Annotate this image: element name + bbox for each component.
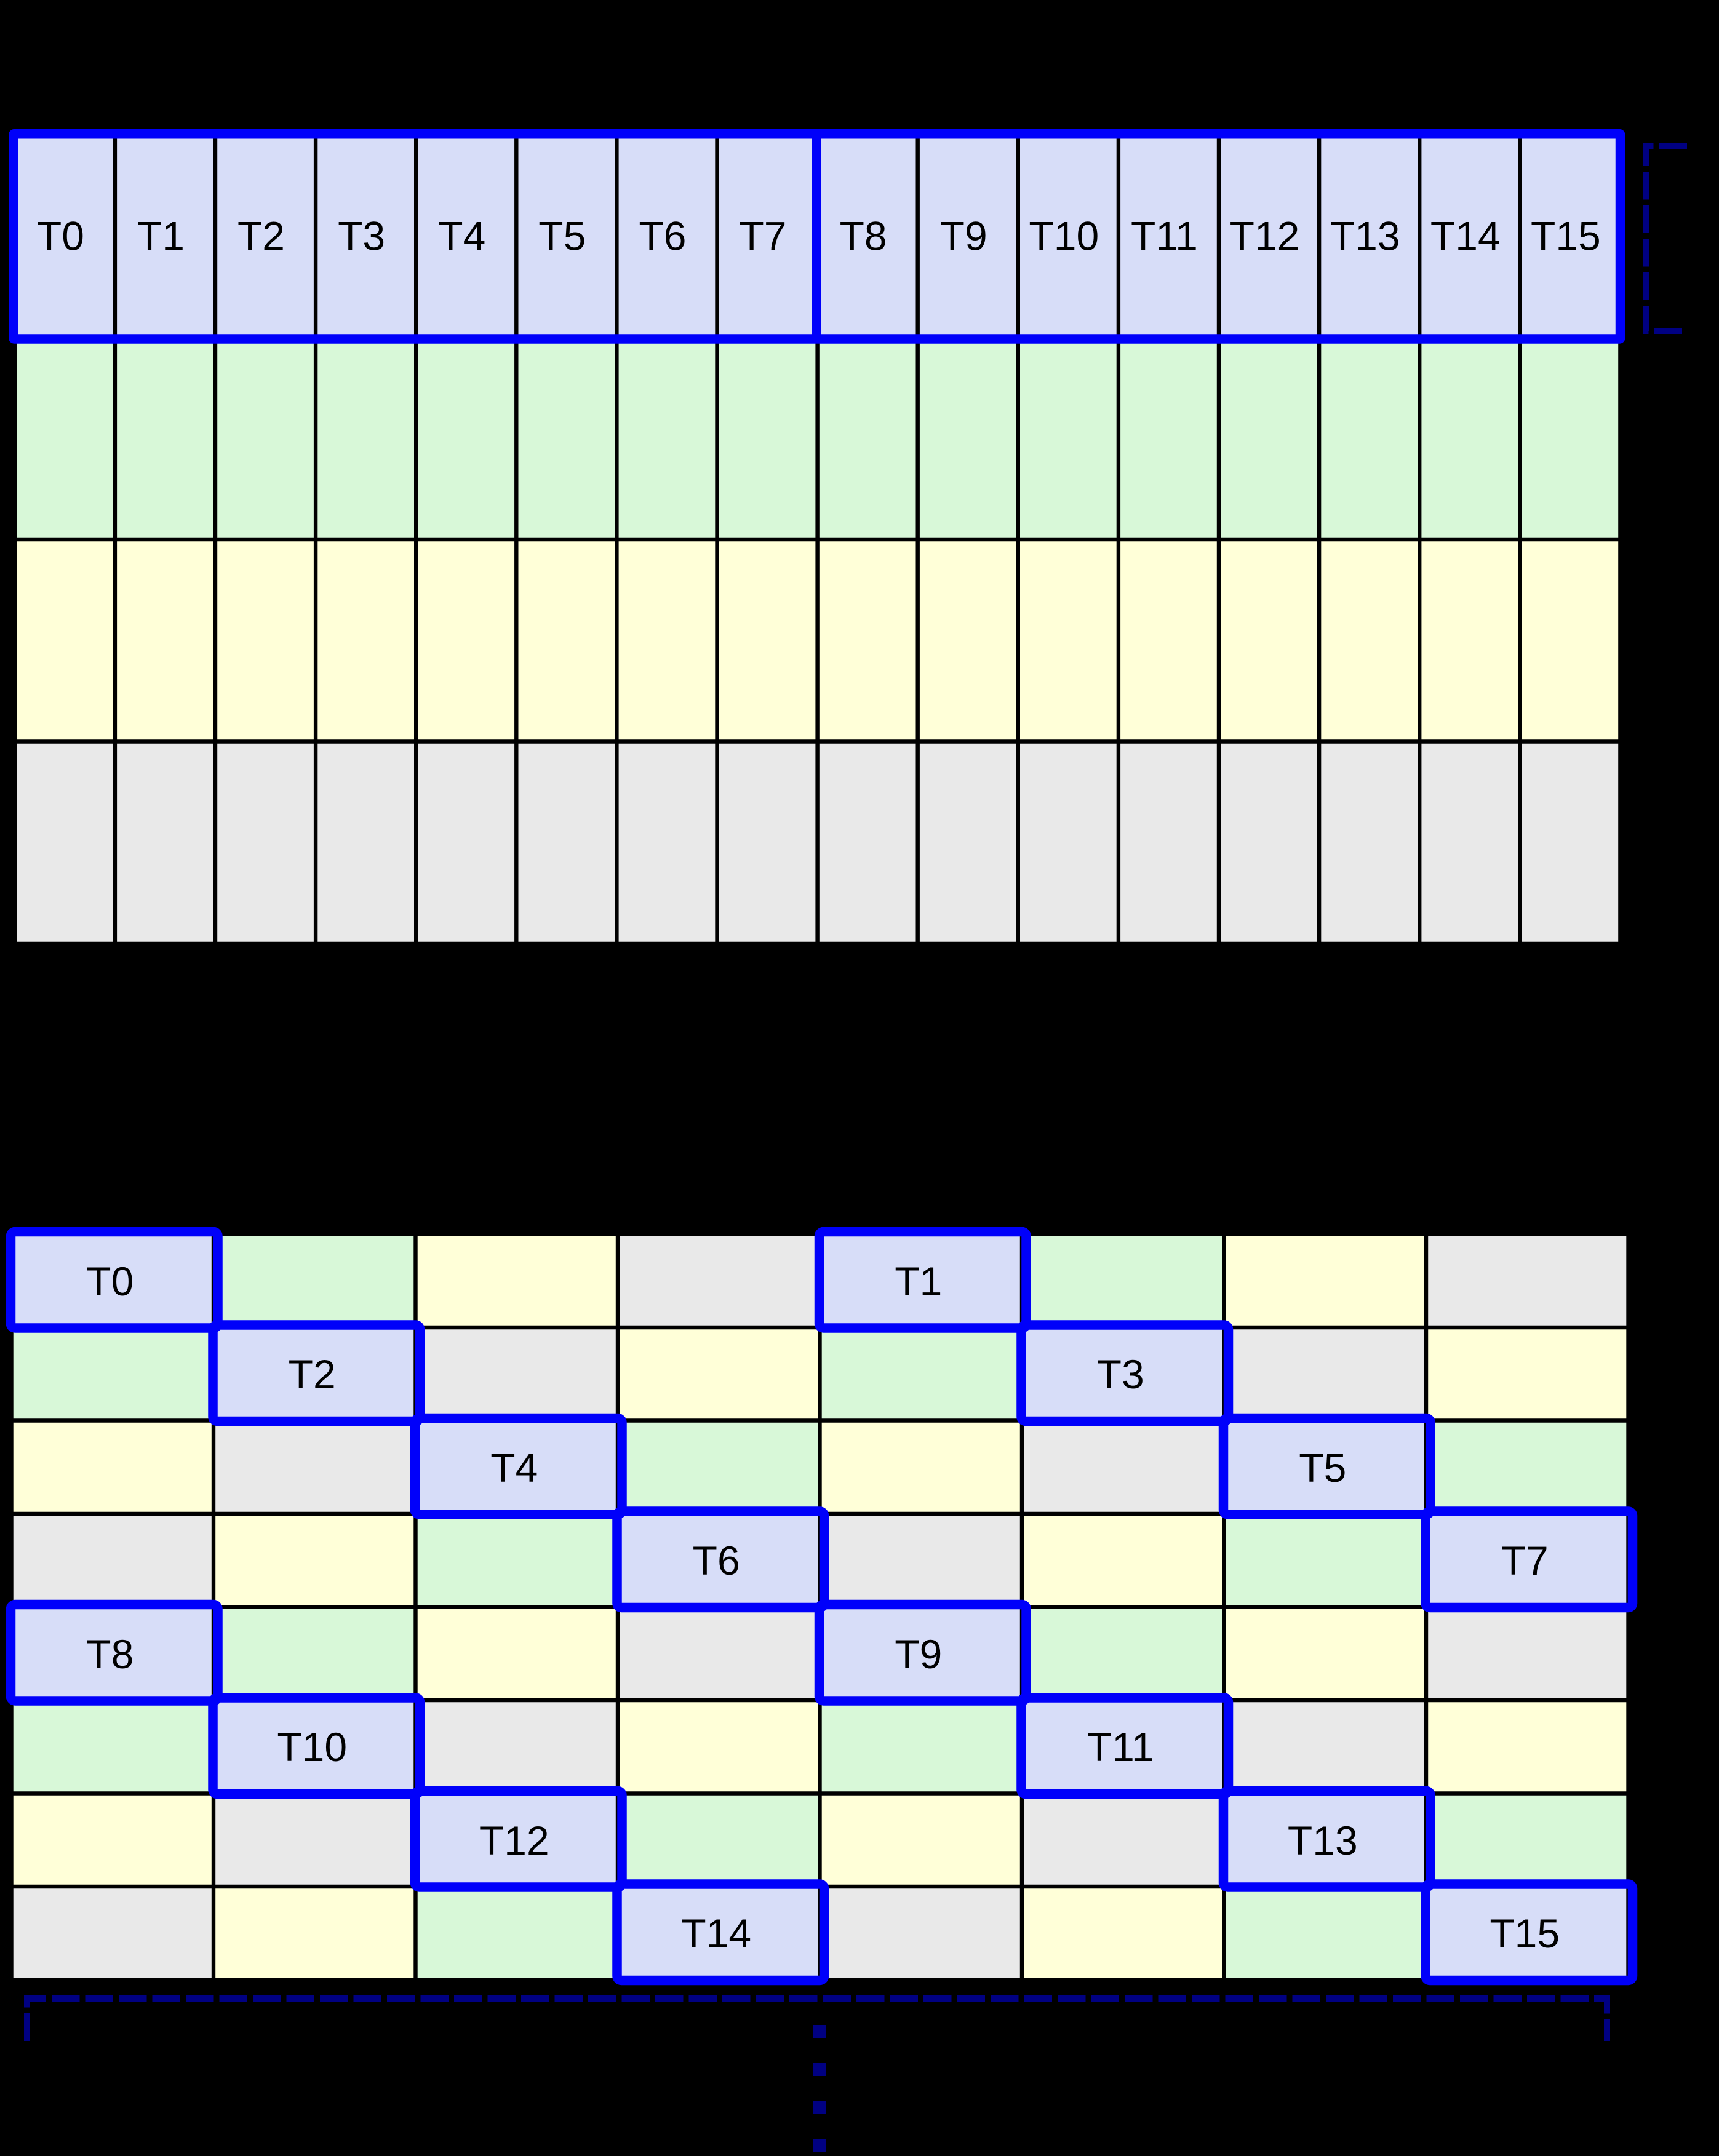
svg-text:T3: T3 <box>1097 1351 1144 1397</box>
svg-text:T4: T4 <box>438 213 485 259</box>
svg-text:T5: T5 <box>1299 1445 1346 1490</box>
svg-text:T9: T9 <box>940 213 987 259</box>
svg-text:T7: T7 <box>739 213 786 259</box>
svg-text:T14: T14 <box>681 1911 751 1956</box>
svg-text:T5: T5 <box>538 213 586 259</box>
svg-text:T1: T1 <box>137 213 185 259</box>
svg-text:T2: T2 <box>289 1351 336 1397</box>
svg-text:T6: T6 <box>639 213 686 259</box>
svg-text:T12: T12 <box>1230 213 1300 259</box>
svg-text:T14: T14 <box>1430 213 1501 259</box>
svg-text:T7: T7 <box>1501 1538 1549 1583</box>
svg-text:T0: T0 <box>86 1259 134 1304</box>
svg-text:T3: T3 <box>338 213 385 259</box>
svg-text:T15: T15 <box>1531 213 1601 259</box>
svg-text:T9: T9 <box>895 1631 942 1677</box>
svg-text:T15: T15 <box>1490 1911 1560 1956</box>
svg-text:T11: T11 <box>1131 213 1198 259</box>
svg-text:T0: T0 <box>37 213 84 259</box>
svg-text:T13: T13 <box>1330 213 1400 259</box>
svg-text:T8: T8 <box>840 213 887 259</box>
svg-text:T1: T1 <box>895 1259 942 1304</box>
svg-text:T12: T12 <box>479 1818 549 1863</box>
svg-text:T11: T11 <box>1087 1724 1154 1770</box>
svg-text:T8: T8 <box>86 1631 134 1677</box>
svg-text:T2: T2 <box>237 213 285 259</box>
svg-text:T4: T4 <box>490 1445 538 1490</box>
svg-text:T10: T10 <box>277 1724 347 1770</box>
svg-text:T6: T6 <box>693 1538 740 1583</box>
svg-text:T10: T10 <box>1029 213 1099 259</box>
svg-text:T13: T13 <box>1288 1818 1358 1863</box>
